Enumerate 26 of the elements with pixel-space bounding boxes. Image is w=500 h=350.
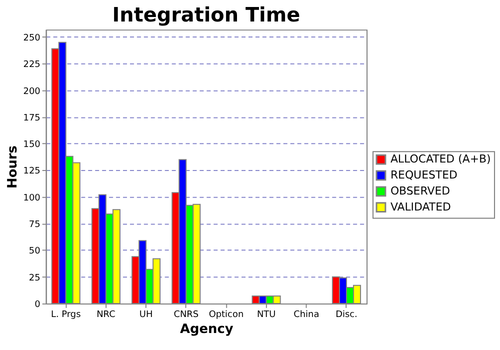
x-tick-label: China	[294, 310, 320, 320]
legend-label: REQUESTED	[390, 168, 458, 182]
y-tick-label: 100	[23, 193, 41, 204]
legend-label: ALLOCATED (A+B)	[390, 152, 491, 166]
y-axis-title: Hours	[5, 145, 20, 189]
y-tick-label: 200	[23, 86, 41, 97]
y-tick-label: 25	[28, 273, 40, 284]
y-tick-label: 225	[23, 60, 40, 70]
x-tick-label: CNRS	[174, 310, 199, 320]
x-tick-label: Disc.	[336, 310, 358, 320]
x-tick-label: NRC	[96, 310, 116, 320]
y-tick-label: 150	[23, 140, 41, 150]
legend-label: VALIDATED	[390, 200, 451, 214]
y-tick-label: 250	[23, 34, 41, 44]
x-tick-label: NTU	[256, 310, 276, 320]
y-tick-label: 0	[34, 300, 41, 310]
x-tick-label: UH	[139, 310, 153, 320]
x-tick-label: Opticon	[208, 310, 244, 320]
y-tick-label: 75	[28, 220, 40, 230]
y-tick-label: 175	[23, 113, 40, 124]
chart-title: Integration Time	[112, 4, 300, 27]
y-tick-label: 125	[23, 166, 40, 177]
x-axis-title: Agency	[180, 322, 234, 337]
y-tick-label: 50	[28, 246, 41, 257]
legend-label: OBSERVED	[390, 184, 450, 198]
x-tick-label: L. Prgs	[50, 310, 82, 320]
